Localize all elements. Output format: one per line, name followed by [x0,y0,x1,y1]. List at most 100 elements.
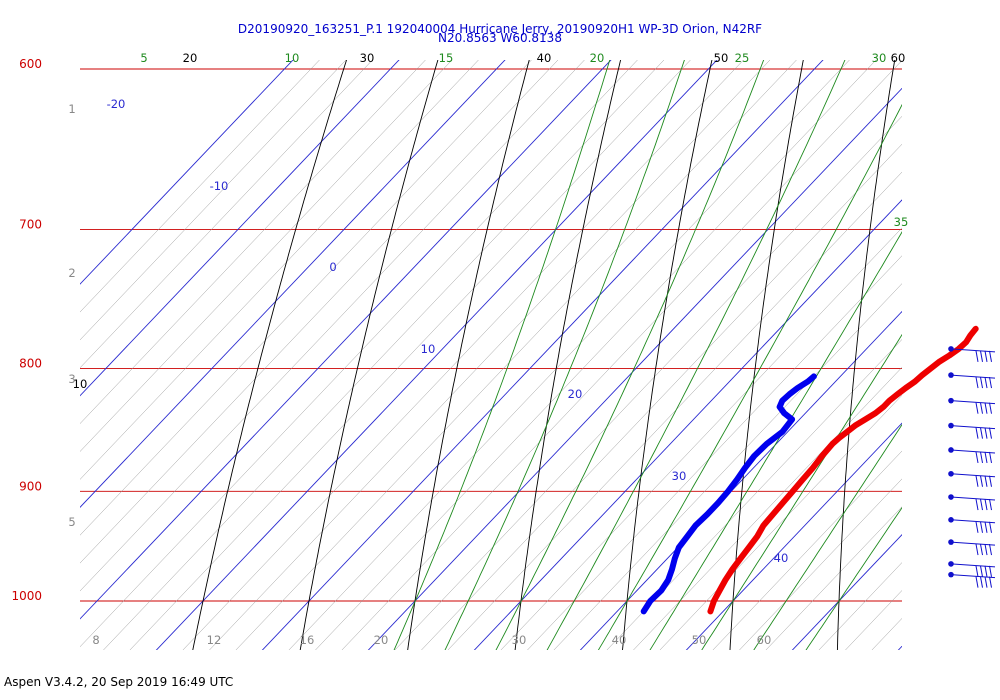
mixing-ratio-line [315,60,877,650]
bottom-axis-label: 40 [612,633,627,647]
wind-barb [948,561,996,577]
mixing-ratio-line [80,60,532,536]
mixing-ratio-line [500,227,902,650]
wind-barb [948,372,996,389]
isotherm-label: 40 [774,551,789,565]
dewpoint-profile [640,373,817,615]
mixing-ratio-line [421,143,902,650]
isotherm [80,60,400,397]
mixing-ratio-line [235,60,797,650]
mixing-ratio-line [80,60,479,480]
isotherm [791,534,902,650]
isotherm [685,422,902,650]
grid-lines [80,60,902,650]
isotherm [80,60,612,620]
bottom-axis-label: 50 [692,633,707,647]
height-label: 1 [68,102,75,116]
mixing-ratio-line [103,60,665,650]
moist-adiabat-label: 5 [140,51,147,65]
moist-adiabat [701,333,902,650]
mixing-ratio-line [80,60,453,452]
dry-adiabat [622,60,713,650]
isotherm-label: -20 [107,97,126,111]
dry-adiabat [407,60,530,650]
moist-adiabat [597,103,902,650]
dry-adiabat-label: 50 [714,51,729,65]
bottom-axis-label: 8 [92,633,99,647]
isotherm-label: 0 [329,260,336,274]
isotherm-label: 30 [672,469,687,483]
dry-adiabat-label: 60 [891,51,906,65]
moist-adiabat [495,60,765,650]
mixing-ratio-line [80,60,426,424]
dry-adiabat [192,60,347,650]
isotherm [579,310,902,650]
wind-barb [948,494,996,511]
moist-adiabat-label: 25 [735,51,750,65]
moist-adiabat-label: 20 [590,51,605,65]
dry-adiabat-label: 30 [360,51,375,65]
mixing-ratio-line [845,590,902,650]
chart-subtitle: N20.8563 W60.8138 [438,31,562,45]
wind-barb [948,397,996,414]
pressure-label: 600 [19,57,42,71]
mixing-ratio-line [606,339,902,650]
mixing-ratio-line [80,60,638,648]
moist-adiabat [753,423,902,650]
temperature-profile [707,325,979,615]
mixing-ratio-line [739,478,902,650]
pressure-label: 1000 [11,589,42,603]
dry-adiabat [836,60,896,650]
wind-barb [948,470,996,487]
dry-adiabat-label: 40 [537,51,552,65]
chart-title: D20190920_163251_P.1 192040004 Hurricane… [238,22,762,36]
mixing-ratio-line [129,60,691,650]
wind-barbs [948,346,996,588]
moist-adiabat-label: 30 [872,51,887,65]
isotherm [80,60,294,285]
moist-adiabat-label: 10 [285,51,300,65]
isotherm [473,199,902,650]
isotherm-label: 10 [421,342,436,356]
dry-adiabat [299,60,439,650]
mixing-ratio-line [341,60,902,650]
isotherm-label: -10 [210,179,229,193]
wind-barb [948,539,996,556]
mixing-ratio-line [80,60,320,313]
bottom-axis-label: 20 [374,633,389,647]
wind-barb [948,571,996,588]
moist-adiabat-label: 15 [439,51,454,65]
dry-adiabat [729,60,804,650]
mixing-ratio-line [527,255,902,650]
mixing-ratio-line [80,60,373,369]
mixing-ratio-line [394,115,902,650]
version-footer: Aspen V3.4.2, 20 Sep 2019 16:49 UTC [4,675,233,689]
mixing-ratio-line [659,394,902,650]
dry-adiabat-label: 20 [183,51,198,65]
wind-barb [948,447,996,464]
dry-adiabat-label: 10 [73,377,88,391]
mixing-ratio-line [447,171,902,650]
mixing-ratio-line [288,60,850,650]
mixing-ratio-line [80,60,585,592]
mixing-ratio-line [633,366,902,650]
moist-adiabat-label: 35 [894,215,909,229]
bottom-axis-label: 30 [512,633,527,647]
mixing-ratio-line [80,60,347,341]
moist-adiabat [805,506,902,650]
pressure-label: 800 [19,357,42,371]
mixing-ratio-line [80,60,559,564]
mixing-ratio-line [818,562,902,650]
wind-barb [948,346,996,362]
bottom-axis-label: 16 [300,633,315,647]
mixing-ratio-line [553,283,902,650]
mixing-ratio-line [765,506,902,650]
isotherm [261,60,824,650]
isotherm-label: 20 [568,387,583,401]
height-label: 3 [68,372,75,386]
moist-adiabat [393,60,611,650]
bottom-axis-label: 12 [207,633,222,647]
dry-adiabat [514,60,622,650]
